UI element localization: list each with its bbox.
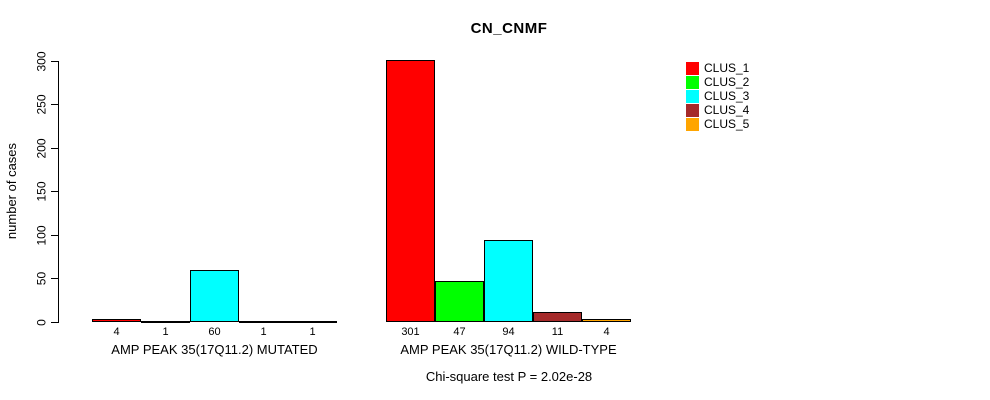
bar-clus_5-group1: [288, 321, 337, 323]
y-axis-tick-label: 250: [34, 94, 49, 115]
y-axis-tick: [51, 147, 58, 149]
y-axis-tick-label: 200: [34, 137, 49, 159]
y-axis-label: number of cases: [4, 142, 19, 240]
y-axis-line: [58, 61, 59, 323]
bar-clus_2-group2: [435, 281, 484, 322]
legend-label: CLUS_2: [704, 74, 750, 89]
legend: CLUS_1 CLUS_2 CLUS_3 CLUS_4 CLUS_5: [686, 61, 749, 131]
bar-clus_3-group1: [190, 269, 239, 322]
bar-value-label: 301: [401, 326, 420, 338]
bar-clus_3-group2: [484, 240, 533, 322]
y-axis-tick: [51, 278, 58, 279]
legend-swatch-clus_3: [686, 89, 699, 103]
y-axis-tick: [51, 234, 58, 236]
bar-value-label: 4: [603, 326, 610, 338]
legend-item-clus_3: CLUS_3: [686, 89, 749, 103]
legend-swatch-clus_2: [686, 75, 699, 89]
bar-clus_1-group2: [386, 60, 435, 322]
legend-item-clus_1: CLUS_1: [686, 61, 749, 75]
legend-swatch-clus_5: [686, 117, 699, 131]
bar-clus_4-group2: [533, 312, 582, 322]
y-axis-tick-label: 50: [34, 271, 49, 286]
chart-title: CN_CNMF: [470, 20, 548, 37]
y-axis-tick-label: 300: [34, 50, 49, 72]
legend-label: CLUS_3: [704, 88, 750, 103]
y-axis-tick: [51, 321, 58, 323]
legend-item-clus_5: CLUS_5: [686, 117, 749, 131]
bar-value-label: 11: [551, 326, 564, 338]
bar-clus_2-group1: [141, 321, 190, 323]
x-axis-group-label: AMP PEAK 35(17Q11.2) MUTATED: [111, 342, 318, 357]
bar-value-label: 1: [162, 326, 169, 338]
legend-label: CLUS_5: [704, 116, 750, 131]
bar-value-label: 94: [502, 326, 515, 338]
legend-item-clus_2: CLUS_2: [686, 75, 749, 89]
bar-value-label: 1: [260, 326, 267, 338]
bar-value-label: 47: [453, 326, 466, 338]
bar-clus_5-group2: [582, 318, 631, 322]
legend-item-clus_4: CLUS_4: [686, 103, 749, 117]
y-axis-tick-label: 0: [34, 318, 49, 326]
legend-swatch-clus_4: [686, 103, 699, 117]
y-axis-tick: [51, 104, 58, 105]
legend-label: CLUS_1: [704, 60, 750, 75]
chi-square-annotation: Chi-square test P = 2.02e-28: [425, 369, 593, 384]
bar-value-label: 1: [309, 326, 316, 338]
bar-clus_1-group1: [92, 318, 141, 322]
x-axis-group-label: AMP PEAK 35(17Q11.2) WILD-TYPE: [400, 342, 617, 357]
legend-swatch-clus_1: [686, 61, 699, 75]
bar-value-label: 4: [113, 326, 120, 338]
bar-clus_4-group1: [239, 321, 288, 323]
y-axis-tick-label: 150: [34, 181, 49, 202]
y-axis-tick-label: 100: [34, 224, 49, 246]
y-axis-tick: [51, 191, 58, 192]
legend-label: CLUS_4: [704, 102, 750, 117]
bar-value-label: 60: [208, 326, 221, 338]
y-axis-tick: [51, 60, 58, 62]
